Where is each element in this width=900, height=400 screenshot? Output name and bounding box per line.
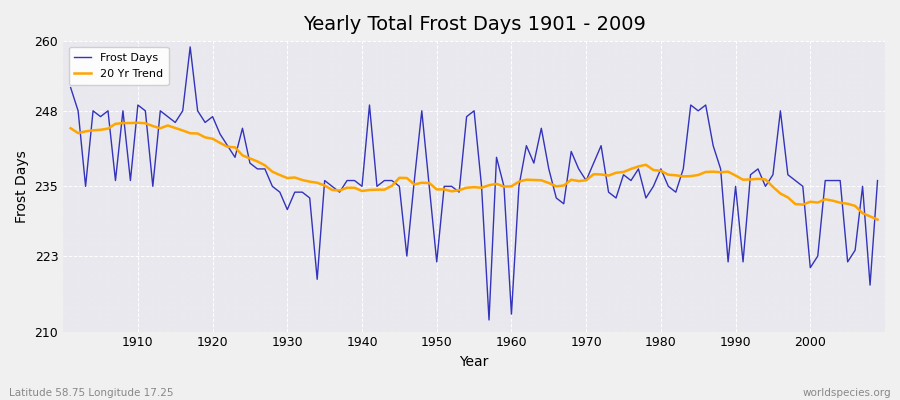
Title: Yearly Total Frost Days 1901 - 2009: Yearly Total Frost Days 1901 - 2009 bbox=[302, 15, 645, 34]
Frost Days bbox=[342, 178, 353, 183]
Text: Latitude 58.75 Longitude 17.25: Latitude 58.75 Longitude 17.25 bbox=[9, 388, 174, 398]
20 Yr Trend bbox=[514, 179, 525, 184]
Y-axis label: Frost Days: Frost Days bbox=[15, 150, 29, 223]
Frost Days bbox=[297, 190, 308, 194]
Frost Days bbox=[65, 85, 76, 90]
Frost Days bbox=[483, 318, 494, 322]
Frost Days bbox=[184, 44, 195, 49]
Frost Days bbox=[514, 184, 525, 189]
20 Yr Trend bbox=[603, 173, 614, 178]
Line: 20 Yr Trend: 20 Yr Trend bbox=[70, 123, 878, 220]
20 Yr Trend bbox=[297, 178, 308, 182]
Frost Days bbox=[610, 196, 621, 200]
20 Yr Trend bbox=[132, 120, 143, 125]
Frost Days bbox=[521, 143, 532, 148]
Frost Days bbox=[872, 178, 883, 183]
Line: Frost Days: Frost Days bbox=[70, 47, 878, 320]
20 Yr Trend bbox=[125, 121, 136, 126]
Frost Days bbox=[125, 178, 136, 183]
Legend: Frost Days, 20 Yr Trend: Frost Days, 20 Yr Trend bbox=[68, 47, 168, 85]
20 Yr Trend bbox=[506, 184, 517, 189]
Text: worldspecies.org: worldspecies.org bbox=[803, 388, 891, 398]
20 Yr Trend bbox=[872, 217, 883, 222]
20 Yr Trend bbox=[65, 126, 76, 131]
20 Yr Trend bbox=[342, 185, 353, 190]
X-axis label: Year: Year bbox=[459, 355, 489, 369]
